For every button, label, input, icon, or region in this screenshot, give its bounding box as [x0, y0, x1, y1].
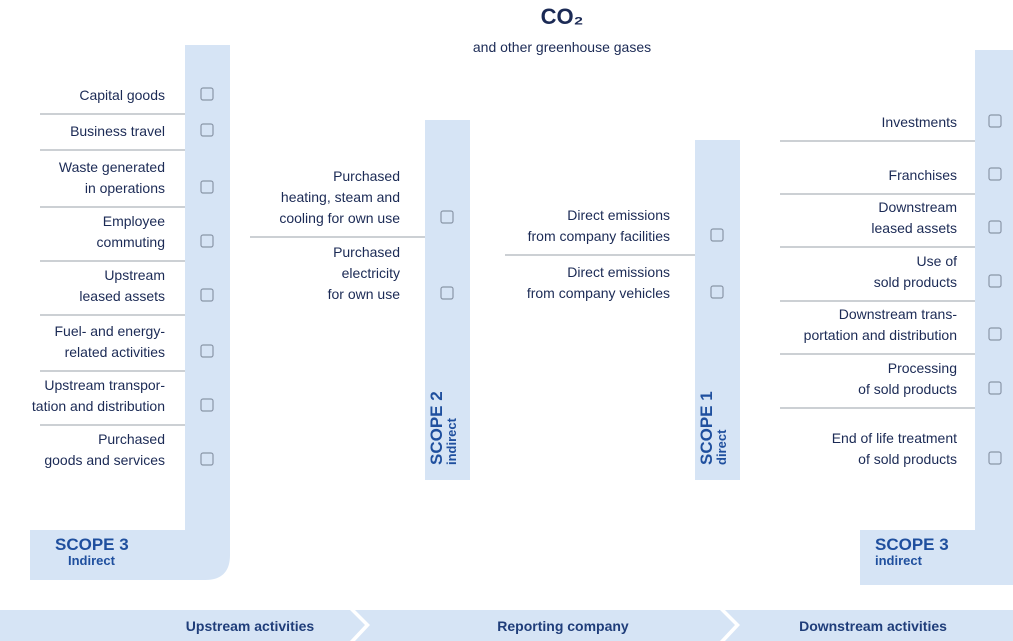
item-label: Franchises — [889, 167, 957, 183]
item-label: Direct emissions — [567, 264, 670, 280]
item-label: Business travel — [70, 123, 165, 139]
item-label: Waste generated — [59, 159, 165, 175]
item-icon — [200, 180, 214, 194]
item-icon — [710, 285, 724, 299]
stage-label: Reporting company — [497, 618, 629, 634]
band-scope1 — [695, 140, 740, 480]
item-label: Downstream trans- — [839, 306, 958, 322]
item-label: commuting — [97, 234, 165, 250]
item-label: of sold products — [858, 451, 957, 467]
item-icon — [200, 234, 214, 248]
item-label: portation and distribution — [804, 327, 957, 343]
item-label: Downstream — [878, 199, 957, 215]
item-label: electricity — [342, 265, 400, 281]
item-icon — [200, 398, 214, 412]
item-icon — [200, 288, 214, 302]
item-label: Purchased — [333, 168, 400, 184]
stage-label: Upstream activities — [186, 618, 315, 634]
item-label: for own use — [328, 286, 401, 302]
scope-sublabel: indirect — [875, 553, 923, 568]
item-icon — [200, 344, 214, 358]
item-icon — [988, 274, 1002, 288]
band-scope3-down — [860, 50, 1013, 585]
item-label: goods and services — [44, 452, 165, 468]
stage-band — [725, 610, 1013, 641]
item-label: heating, steam and — [281, 189, 400, 205]
item-label: Upstream transpor- — [44, 377, 165, 393]
bands — [0, 45, 1013, 641]
stage-band — [0, 610, 365, 641]
subtitle: and other greenhouse gases — [473, 39, 651, 55]
item-label: Investments — [882, 114, 957, 130]
scope-sublabel: Indirect — [68, 553, 116, 568]
item-label: Purchased — [98, 431, 165, 447]
scope-label: SCOPE 1 — [697, 391, 716, 465]
item-label: from company facilities — [528, 228, 670, 244]
scope-sublabel: indirect — [444, 417, 459, 465]
item-icon — [988, 451, 1002, 465]
item-icon — [200, 452, 214, 466]
item-label: Employee — [103, 213, 165, 229]
item-icon — [988, 381, 1002, 395]
band-scope2 — [425, 120, 470, 480]
item-icon — [440, 286, 454, 300]
item-label: tation and distribution — [32, 398, 165, 414]
title: CO₂ — [541, 4, 584, 29]
scope-sublabel: direct — [714, 429, 729, 465]
item-label: Direct emissions — [567, 207, 670, 223]
item-label: leased assets — [871, 220, 957, 236]
band-scope3-up — [30, 45, 230, 580]
item-icon — [988, 327, 1002, 341]
item-label: of sold products — [858, 381, 957, 397]
item-icon — [440, 210, 454, 224]
stage-label: Downstream activities — [799, 618, 947, 634]
item-label: Capital goods — [79, 87, 165, 103]
stage-band — [355, 610, 735, 641]
item-label: sold products — [874, 274, 957, 290]
item-icon — [988, 114, 1002, 128]
item-label: cooling for own use — [279, 210, 400, 226]
items: Capital goods Business travel Waste genera… — [32, 87, 1002, 468]
item-icon — [200, 87, 214, 101]
item-label: from company vehicles — [527, 285, 670, 301]
scope-label: SCOPE 2 — [427, 391, 446, 465]
item-label: in operations — [85, 180, 165, 196]
item-label: End of life treatment — [832, 430, 957, 446]
item-label: Fuel- and energy- — [54, 323, 165, 339]
scope-label: SCOPE 3 — [875, 535, 949, 554]
item-label: Processing — [888, 360, 957, 376]
item-label: Purchased — [333, 244, 400, 260]
item-icon — [988, 167, 1002, 181]
item-icon — [200, 123, 214, 137]
scope-label: SCOPE 3 — [55, 535, 129, 554]
item-label: leased assets — [79, 288, 165, 304]
item-label: related activities — [65, 344, 165, 360]
item-label: Upstream — [104, 267, 165, 283]
item-icon — [988, 220, 1002, 234]
item-icon — [710, 228, 724, 242]
item-label: Use of — [917, 253, 958, 269]
